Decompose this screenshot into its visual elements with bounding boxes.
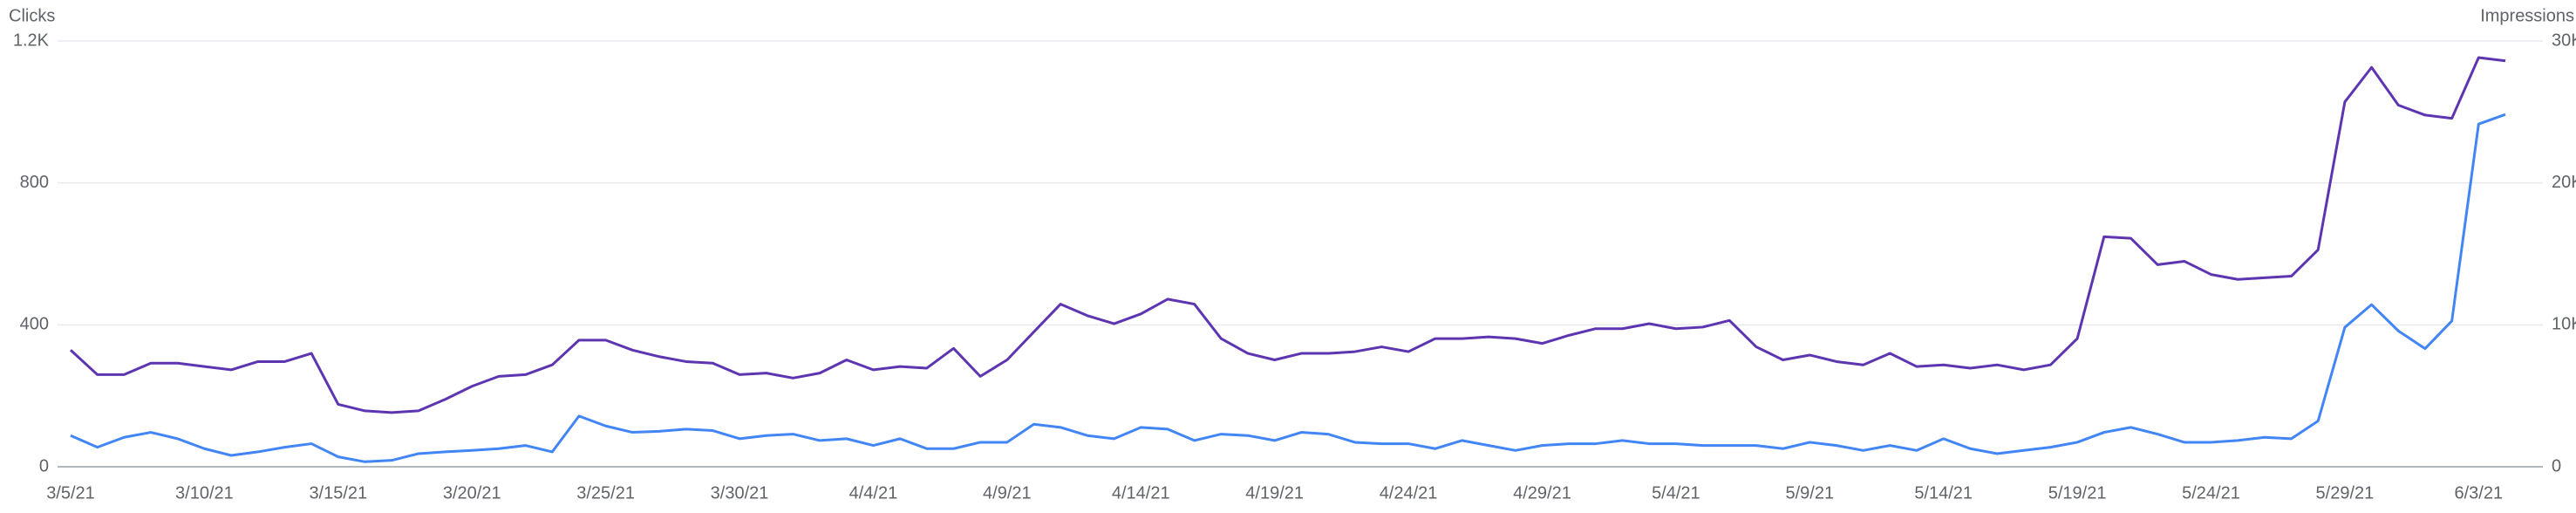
x-tick-label: 3/10/21 — [175, 483, 234, 503]
x-tick-label: 3/5/21 — [46, 483, 95, 503]
y-tick-label: 800 — [20, 173, 49, 192]
x-tick-label: 5/29/21 — [2316, 483, 2375, 503]
x-tick-label: 5/4/21 — [1652, 483, 1700, 503]
y-tick-label: 1.2K — [13, 31, 50, 50]
x-tick-label: 3/15/21 — [309, 483, 367, 503]
y2-tick-label: 10K — [2552, 315, 2576, 334]
y-tick-label: 400 — [20, 315, 49, 334]
x-tick-label: 4/14/21 — [1112, 483, 1170, 503]
x-tick-label: 3/25/21 — [576, 483, 635, 503]
x-tick-label: 3/20/21 — [443, 483, 501, 503]
series-line — [69, 56, 2506, 414]
x-tick-label: 4/29/21 — [1513, 483, 1571, 503]
x-tick-label: 5/9/21 — [1785, 483, 1834, 503]
x-tick-label: 5/24/21 — [2182, 483, 2240, 503]
x-tick-label: 4/24/21 — [1380, 483, 1438, 503]
y2-tick-label: 30K — [2552, 31, 2576, 50]
y2-tick-label: 0 — [2552, 456, 2561, 475]
y-axis-label: Clicks — [9, 6, 55, 25]
y2-axis-label: Impressions — [2480, 6, 2574, 25]
y2-tick-label: 20K — [2552, 173, 2576, 192]
y-tick-label: 0 — [39, 456, 49, 475]
x-tick-label: 4/4/21 — [849, 483, 898, 503]
x-tick-label: 5/14/21 — [1914, 483, 1973, 503]
series-line — [70, 113, 2506, 463]
x-tick-label: 6/3/21 — [2455, 483, 2504, 503]
x-tick-label: 4/19/21 — [1245, 483, 1304, 503]
x-tick-label: 4/9/21 — [983, 483, 1032, 503]
x-tick-label: 3/30/21 — [711, 483, 769, 503]
x-tick-label: 5/19/21 — [2048, 483, 2107, 503]
